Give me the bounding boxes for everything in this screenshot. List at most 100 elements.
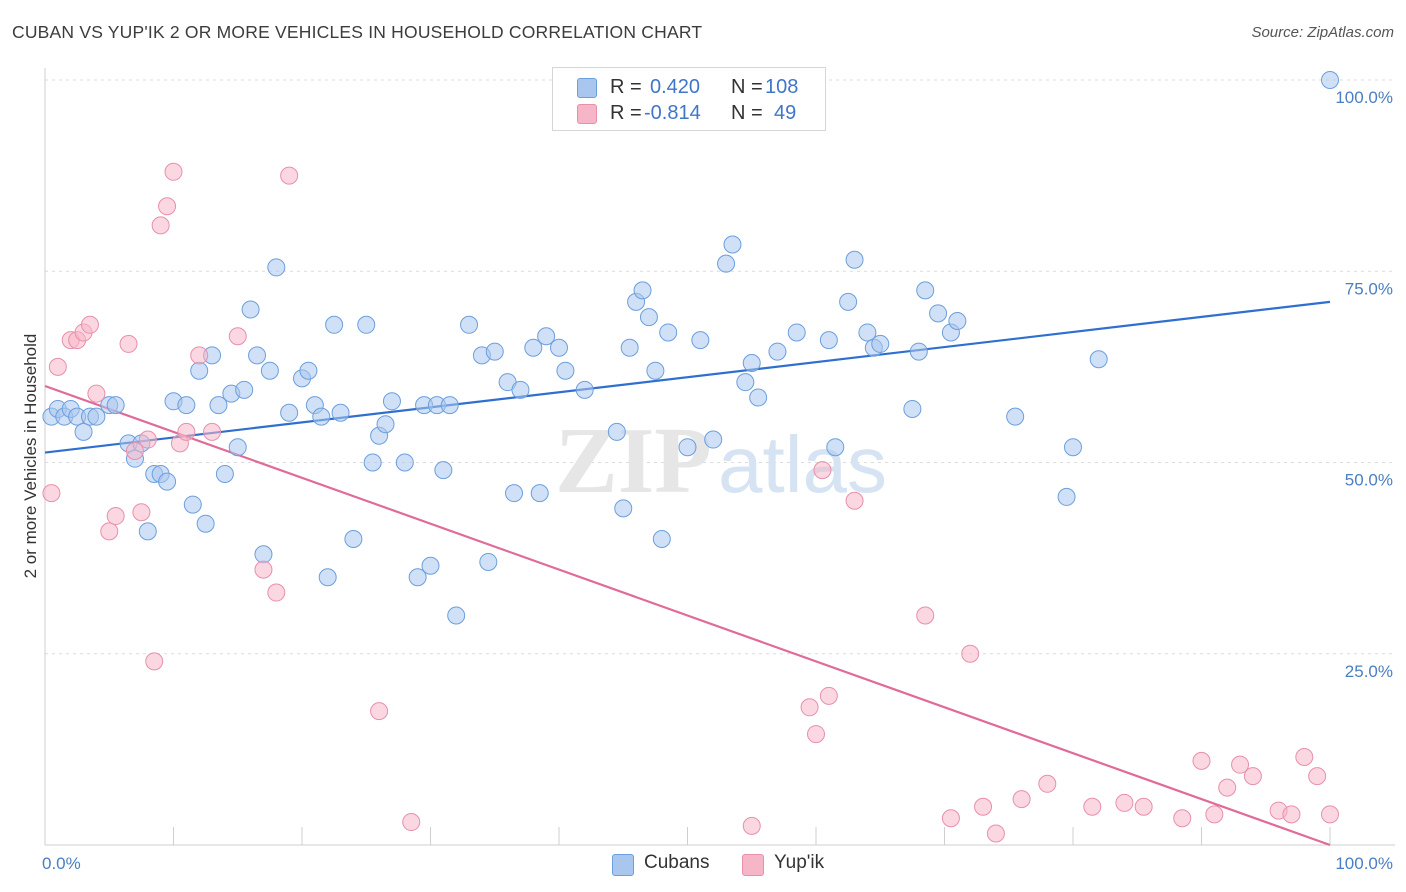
data-point	[177, 422, 196, 441]
stats-legend: R = 0.420 N = 108 R = -0.814 N = 49	[552, 67, 826, 131]
data-point	[138, 430, 157, 449]
data-point	[479, 552, 498, 571]
data-point	[845, 250, 864, 269]
data-point	[530, 484, 549, 503]
data-point	[961, 644, 980, 663]
data-point	[800, 698, 819, 717]
data-point	[826, 438, 845, 457]
data-point	[723, 235, 742, 254]
trend-line-cubans	[44, 300, 1331, 454]
data-point	[916, 606, 935, 625]
data-point	[87, 384, 106, 403]
legend-swatch-yupik	[577, 104, 597, 124]
data-point	[1012, 790, 1031, 809]
data-point	[357, 315, 376, 334]
data-point	[1038, 774, 1057, 793]
data-point	[807, 725, 825, 744]
data-point	[787, 323, 806, 342]
data-point	[402, 813, 421, 832]
data-point	[408, 568, 427, 587]
data-point	[941, 809, 960, 828]
data-point	[1134, 797, 1153, 816]
data-point	[460, 315, 479, 334]
data-point	[447, 606, 466, 625]
data-point	[607, 422, 626, 441]
data-point	[691, 331, 710, 350]
tick-labels: 25.0% 50.0% 75.0% 100.0% 0.0% 100.0%	[42, 88, 1393, 873]
data-point	[254, 545, 273, 564]
data-point	[1173, 809, 1192, 828]
data-point	[575, 380, 594, 399]
data-point	[42, 484, 61, 503]
data-point	[280, 403, 299, 422]
data-point	[235, 380, 254, 399]
watermark-zip: ZIP	[555, 409, 712, 513]
data-point	[524, 338, 543, 357]
data-point	[537, 327, 556, 346]
data-point	[736, 373, 755, 392]
data-point	[742, 354, 761, 373]
data-point	[556, 361, 575, 380]
y-axis-label: 2 or more Vehicles in Household	[21, 334, 40, 579]
data-point	[1089, 350, 1108, 369]
data-point	[1321, 71, 1339, 89]
data-point	[183, 495, 202, 514]
data-point	[909, 342, 928, 361]
data-point	[1006, 407, 1025, 426]
data-point	[267, 583, 286, 602]
legend-n-value: 108	[765, 76, 799, 98]
data-point	[871, 334, 890, 353]
data-point	[145, 652, 164, 671]
data-point	[916, 281, 935, 300]
legend-n-label: N =	[731, 102, 763, 124]
data-point	[203, 422, 222, 441]
y-tick-label: 100.0%	[1335, 88, 1393, 107]
legend-n-value: 49	[774, 102, 797, 124]
data-point	[903, 399, 922, 418]
data-point	[80, 315, 99, 334]
data-point	[1205, 805, 1224, 824]
data-point	[1243, 767, 1262, 786]
data-point	[1083, 797, 1102, 816]
data-point	[215, 464, 234, 483]
data-point	[48, 357, 67, 376]
data-point	[190, 346, 209, 365]
data-point	[819, 686, 838, 705]
data-point	[1282, 805, 1301, 824]
data-point	[190, 361, 209, 380]
data-point	[318, 568, 337, 587]
series-yupik	[42, 162, 1339, 843]
grid-lines	[45, 79, 1395, 655]
data-point	[929, 304, 948, 323]
x-tick-label: 0.0%	[42, 854, 81, 873]
data-point	[280, 166, 299, 185]
data-point	[440, 396, 459, 415]
data-point	[749, 388, 768, 407]
data-point	[138, 522, 157, 541]
data-point	[209, 396, 228, 415]
data-point	[74, 422, 93, 441]
data-point	[434, 461, 453, 480]
data-point	[151, 216, 170, 235]
data-point	[254, 560, 273, 579]
data-point	[1115, 793, 1134, 812]
y-tick-label: 75.0%	[1345, 279, 1393, 298]
data-point	[331, 403, 350, 422]
data-point	[196, 514, 215, 533]
x-tick-label: 100.0%	[1335, 854, 1393, 873]
bottom-legend-swatch-yupik	[742, 854, 764, 876]
data-point	[228, 327, 247, 346]
data-point	[344, 530, 363, 548]
data-point	[125, 442, 144, 461]
data-point	[1308, 767, 1327, 786]
data-point	[132, 503, 151, 522]
legend-r-value: 0.420	[650, 76, 701, 98]
y-tick-label: 50.0%	[1345, 471, 1393, 490]
data-point	[485, 342, 504, 361]
legend-r-label: R =	[610, 102, 642, 124]
data-point	[312, 407, 331, 426]
data-point	[659, 323, 678, 342]
data-point	[678, 438, 697, 457]
legend-r-label: R =	[610, 76, 642, 98]
